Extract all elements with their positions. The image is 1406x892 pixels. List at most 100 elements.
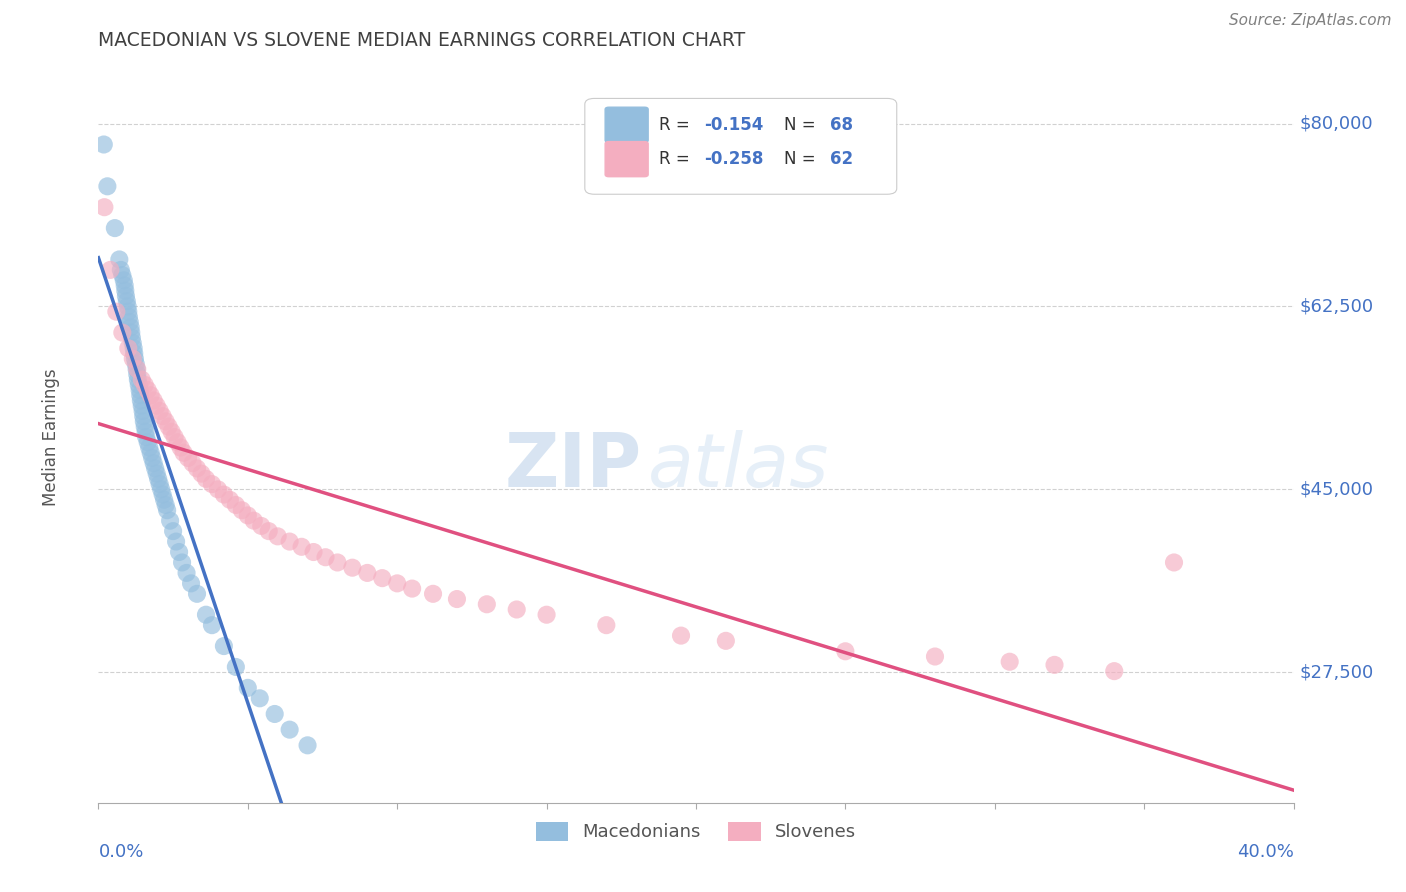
Point <box>326 556 349 570</box>
Point <box>143 461 166 475</box>
Point <box>167 545 190 559</box>
Text: MACEDONIAN VS SLOVENE MEDIAN EARNINGS CORRELATION CHART: MACEDONIAN VS SLOVENE MEDIAN EARNINGS CO… <box>98 31 745 50</box>
Point <box>291 540 314 554</box>
Point <box>153 492 176 507</box>
Point <box>121 336 143 351</box>
Point <box>475 597 498 611</box>
Point <box>111 268 134 282</box>
Point <box>131 373 153 387</box>
Point <box>225 498 247 512</box>
Point <box>714 633 737 648</box>
Point <box>114 284 136 298</box>
Point <box>152 487 174 501</box>
Text: 0.0%: 0.0% <box>98 843 143 861</box>
Point <box>385 576 409 591</box>
Point <box>195 607 218 622</box>
Point <box>201 618 224 632</box>
Point <box>136 383 159 397</box>
Text: $45,000: $45,000 <box>1299 480 1374 499</box>
Text: $27,500: $27,500 <box>1299 663 1374 681</box>
Point <box>120 320 142 334</box>
Point <box>114 278 136 293</box>
Point <box>267 529 290 543</box>
Text: -0.154: -0.154 <box>704 116 763 134</box>
Point <box>145 399 167 413</box>
Point <box>108 252 131 267</box>
Point <box>104 221 127 235</box>
Point <box>129 388 152 402</box>
Point <box>173 446 195 460</box>
Point <box>169 441 191 455</box>
Text: 40.0%: 40.0% <box>1237 843 1294 861</box>
Point <box>595 618 617 632</box>
Point <box>231 503 253 517</box>
Text: R =: R = <box>659 150 695 168</box>
Text: -0.258: -0.258 <box>704 150 763 168</box>
Point <box>156 503 179 517</box>
Point <box>117 341 139 355</box>
Text: atlas: atlas <box>648 430 830 502</box>
Point <box>124 346 146 360</box>
Point <box>134 377 156 392</box>
Point <box>129 393 152 408</box>
Point <box>236 508 259 523</box>
Point <box>207 483 229 497</box>
Point <box>177 450 200 465</box>
Point <box>998 655 1021 669</box>
Point <box>139 388 162 402</box>
Point <box>125 362 148 376</box>
Point <box>110 263 132 277</box>
Point <box>93 200 115 214</box>
Point <box>145 467 167 481</box>
Point <box>243 514 266 528</box>
Point <box>135 425 157 439</box>
Point <box>124 351 146 366</box>
Point <box>148 472 170 486</box>
Point <box>212 487 235 501</box>
Point <box>98 263 122 277</box>
Point <box>180 576 202 591</box>
FancyBboxPatch shape <box>585 98 897 194</box>
Point <box>150 483 173 497</box>
Point <box>135 430 157 444</box>
Point <box>125 357 148 371</box>
Point <box>834 644 856 658</box>
Point <box>536 607 558 622</box>
Point <box>219 492 242 507</box>
Point <box>1104 664 1126 678</box>
Legend: Macedonians, Slovenes: Macedonians, Slovenes <box>529 814 863 848</box>
Point <box>236 681 259 695</box>
Point <box>422 587 444 601</box>
Point <box>159 514 181 528</box>
Point <box>121 331 143 345</box>
Point <box>155 498 177 512</box>
Point <box>176 566 198 580</box>
Point <box>122 341 145 355</box>
Point <box>401 582 423 596</box>
Text: Source: ZipAtlas.com: Source: ZipAtlas.com <box>1229 13 1392 29</box>
Point <box>142 456 165 470</box>
Point <box>157 419 180 434</box>
FancyBboxPatch shape <box>605 107 648 143</box>
Point <box>297 739 319 753</box>
Text: R =: R = <box>659 116 695 134</box>
Point <box>115 289 138 303</box>
Point <box>128 383 150 397</box>
Point <box>160 425 183 439</box>
Point <box>149 404 172 418</box>
Point <box>127 368 149 382</box>
Point <box>155 414 177 428</box>
Point <box>1163 556 1185 570</box>
Point <box>342 560 364 574</box>
Text: N =: N = <box>785 150 821 168</box>
Point <box>127 362 149 376</box>
Point <box>118 315 141 329</box>
Point <box>149 477 172 491</box>
Point <box>225 660 247 674</box>
Point <box>257 524 280 538</box>
Point <box>302 545 325 559</box>
Point <box>356 566 378 580</box>
Point <box>131 404 153 418</box>
Point <box>117 304 139 318</box>
Point <box>195 472 218 486</box>
